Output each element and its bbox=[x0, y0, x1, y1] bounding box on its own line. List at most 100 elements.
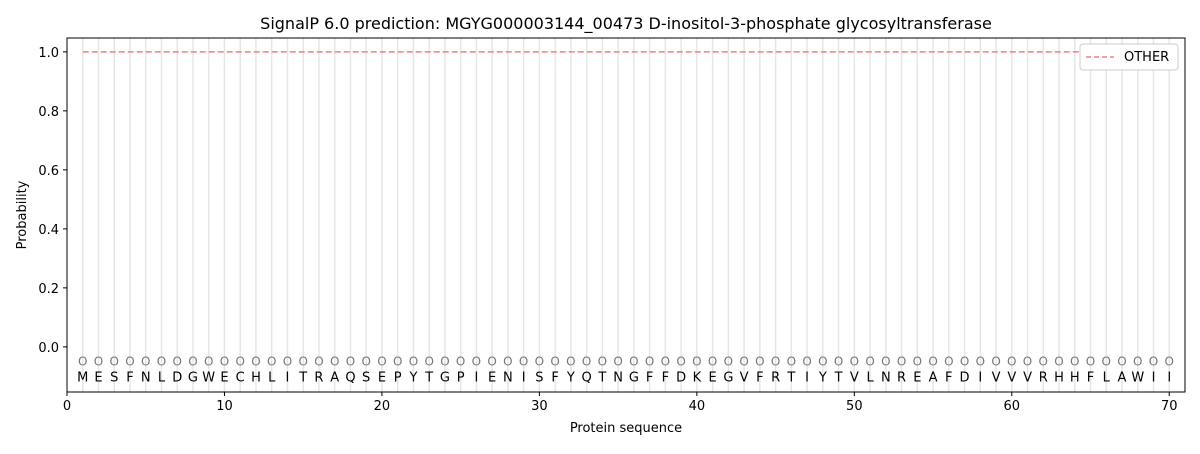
residue-label-prediction: O bbox=[1054, 355, 1063, 369]
residue-label-prediction: O bbox=[1102, 355, 1111, 369]
residue-label-prediction: O bbox=[598, 355, 607, 369]
residue-label-prediction: O bbox=[550, 355, 559, 369]
residue-label-prediction: O bbox=[409, 355, 418, 369]
residue-letter: D bbox=[676, 370, 686, 385]
residue-label-prediction: O bbox=[503, 355, 512, 369]
residue-letter: C bbox=[236, 370, 245, 385]
x-tick-label: 60 bbox=[1004, 399, 1021, 414]
residue-label-prediction: O bbox=[944, 355, 953, 369]
residue-letter: T bbox=[834, 370, 843, 385]
residue-label-prediction: O bbox=[850, 355, 859, 369]
x-tick-label: 0 bbox=[63, 399, 71, 414]
residue-letter: N bbox=[141, 370, 151, 385]
residue-letter: Y bbox=[408, 370, 417, 385]
residue-label-prediction: O bbox=[566, 355, 575, 369]
residue-letter: F bbox=[756, 370, 763, 385]
residue-letter: V bbox=[1023, 370, 1032, 385]
residue-letter: F bbox=[551, 370, 558, 385]
residue-label-prediction: O bbox=[692, 355, 701, 369]
residue-letter: F bbox=[1087, 370, 1094, 385]
residue-letter: R bbox=[314, 370, 323, 385]
residue-label-prediction: O bbox=[172, 355, 181, 369]
residue-letter: I bbox=[286, 370, 290, 385]
residue-letter: E bbox=[488, 370, 496, 385]
residue-label-prediction: O bbox=[393, 355, 402, 369]
residue-label-prediction: O bbox=[582, 355, 591, 369]
residue-label-prediction: O bbox=[913, 355, 922, 369]
residue-label-prediction: O bbox=[440, 355, 449, 369]
residue-letter: M bbox=[77, 370, 88, 385]
residue-label-prediction: O bbox=[771, 355, 780, 369]
residue-label-prediction: O bbox=[818, 355, 827, 369]
residue-label-prediction: O bbox=[125, 355, 134, 369]
residue-label-prediction: O bbox=[94, 355, 103, 369]
residue-letter: E bbox=[220, 370, 228, 385]
residue-label-prediction: O bbox=[424, 355, 433, 369]
residue-letter: S bbox=[535, 370, 543, 385]
residue-letter: F bbox=[945, 370, 952, 385]
residue-label-prediction: O bbox=[787, 355, 796, 369]
residue-label-prediction: O bbox=[991, 355, 1000, 369]
residue-label-prediction: O bbox=[1086, 355, 1095, 369]
x-tick-label: 70 bbox=[1161, 399, 1178, 414]
residue-label-prediction: O bbox=[661, 355, 670, 369]
residue-letter: L bbox=[1103, 370, 1111, 385]
residue-label-prediction: O bbox=[834, 355, 843, 369]
residue-letter: F bbox=[646, 370, 653, 385]
residue-letter: V bbox=[1007, 370, 1016, 385]
residue-letter: I bbox=[522, 370, 526, 385]
residue-letter: G bbox=[723, 370, 733, 385]
residue-letter: T bbox=[298, 370, 307, 385]
residue-letter: G bbox=[629, 370, 639, 385]
residue-letter: E bbox=[708, 370, 716, 385]
residue-letter: F bbox=[126, 370, 133, 385]
residue-label-prediction: O bbox=[220, 355, 229, 369]
residue-letter: N bbox=[613, 370, 623, 385]
y-axis-label: Probability bbox=[15, 180, 30, 249]
residue-letter: F bbox=[662, 370, 669, 385]
residue-label-prediction: O bbox=[1165, 355, 1174, 369]
residue-label-prediction: O bbox=[283, 355, 292, 369]
residue-letter: E bbox=[913, 370, 921, 385]
residue-label-prediction: O bbox=[645, 355, 654, 369]
x-tick-label: 50 bbox=[846, 399, 863, 414]
residue-letter: V bbox=[850, 370, 859, 385]
residue-letter: Y bbox=[818, 370, 827, 385]
residue-letter: V bbox=[740, 370, 749, 385]
residue-label-prediction: O bbox=[1023, 355, 1032, 369]
residue-letter: Q bbox=[582, 370, 592, 385]
residue-letter: R bbox=[771, 370, 780, 385]
residue-label-prediction: O bbox=[78, 355, 87, 369]
residue-letter: I bbox=[805, 370, 809, 385]
residue-letter: L bbox=[866, 370, 874, 385]
residue-label-prediction: O bbox=[1149, 355, 1158, 369]
residue-letter: I bbox=[978, 370, 982, 385]
residue-label-prediction: O bbox=[204, 355, 213, 369]
residue-letter: Q bbox=[345, 370, 355, 385]
plot-frame bbox=[66, 37, 1186, 393]
residue-letter: I bbox=[474, 370, 478, 385]
residue-letter: E bbox=[94, 370, 102, 385]
residue-label-prediction: O bbox=[1133, 355, 1142, 369]
residue-label-prediction: O bbox=[708, 355, 717, 369]
residue-letter: N bbox=[503, 370, 513, 385]
residue-label-prediction: O bbox=[976, 355, 985, 369]
residue-label-prediction: O bbox=[1117, 355, 1126, 369]
residue-letter: I bbox=[1167, 370, 1171, 385]
residue-letter: A bbox=[330, 370, 339, 385]
residue-label-prediction: O bbox=[519, 355, 528, 369]
residue-label-prediction: O bbox=[897, 355, 906, 369]
residue-label-prediction: O bbox=[881, 355, 890, 369]
residue-letter: H bbox=[251, 370, 261, 385]
residue-label-prediction: O bbox=[267, 355, 276, 369]
residue-label-prediction: O bbox=[298, 355, 307, 369]
y-tick-label: 0.2 bbox=[38, 282, 59, 297]
residue-letter: R bbox=[897, 370, 906, 385]
residue-letter: N bbox=[881, 370, 891, 385]
residue-label-prediction: O bbox=[535, 355, 544, 369]
residue-letter: T bbox=[597, 370, 606, 385]
residue-label-prediction: O bbox=[928, 355, 937, 369]
residue-label-prediction: O bbox=[157, 355, 166, 369]
residue-letter: A bbox=[1118, 370, 1127, 385]
